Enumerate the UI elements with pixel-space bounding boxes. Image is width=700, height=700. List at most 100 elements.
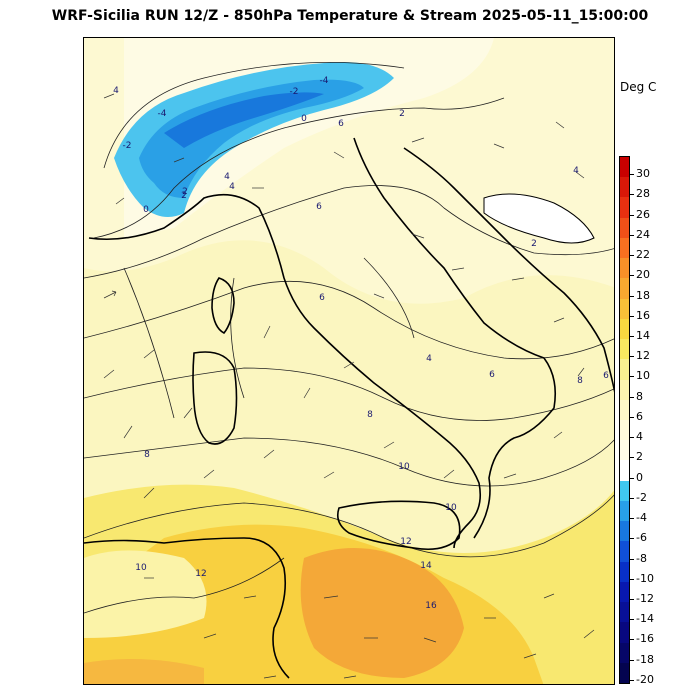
color-scale-label: 2 bbox=[636, 450, 643, 464]
color-scale-segment bbox=[620, 521, 629, 542]
contour-label: 8 bbox=[144, 450, 150, 460]
color-scale-tick bbox=[630, 275, 634, 277]
stream-arrows bbox=[103, 93, 595, 679]
color-scale-tick bbox=[630, 396, 634, 398]
color-scale-tick bbox=[630, 315, 634, 317]
contour-label: 10 bbox=[445, 503, 457, 513]
contour-label: 2 bbox=[182, 187, 188, 197]
color-scale-tick bbox=[630, 497, 634, 499]
color-scale-segment bbox=[620, 157, 629, 178]
color-scale-label: 20 bbox=[636, 268, 650, 282]
color-scale-segment bbox=[620, 581, 629, 603]
unit-label: Deg C bbox=[620, 80, 657, 94]
corsica bbox=[211, 277, 235, 335]
color-scale-segment bbox=[620, 460, 629, 482]
color-scale-label: 12 bbox=[636, 349, 650, 363]
color-scale-label: 8 bbox=[636, 389, 643, 403]
color-scale-label: -14 bbox=[636, 612, 654, 626]
balkan-coast bbox=[403, 147, 614, 393]
field-10to12-west bbox=[84, 550, 207, 638]
color-scale-label: 22 bbox=[636, 248, 650, 262]
color-scale-label: -2 bbox=[636, 490, 647, 504]
contour-label: 0 bbox=[143, 205, 149, 215]
color-scale-tick bbox=[630, 335, 634, 337]
color-scale-tick bbox=[630, 457, 634, 459]
alps-cold-4 bbox=[139, 79, 364, 198]
color-scale-segment bbox=[620, 237, 629, 259]
color-scale-label: -8 bbox=[636, 551, 647, 565]
contour-label: -4 bbox=[158, 109, 167, 119]
color-scale-tick bbox=[630, 234, 634, 236]
color-scale-tick bbox=[630, 194, 634, 196]
color-scale-segment bbox=[620, 339, 629, 360]
color-scale-tick bbox=[630, 619, 634, 621]
color-scale-segment bbox=[620, 298, 629, 320]
color-scale-segment bbox=[620, 217, 629, 239]
contour-label: 4 bbox=[113, 86, 119, 96]
contour-label: -4 bbox=[320, 76, 329, 86]
color-scale-segment bbox=[620, 399, 629, 421]
color-scale-segment bbox=[620, 318, 629, 340]
contour-lines bbox=[84, 62, 614, 614]
color-scale-tick bbox=[630, 558, 634, 560]
contour-label: 16 bbox=[425, 601, 437, 611]
contour-label: 6 bbox=[489, 370, 495, 380]
color-scale-label: 6 bbox=[636, 409, 643, 423]
color-scale-label: 0 bbox=[636, 470, 643, 484]
east-pocket bbox=[483, 193, 595, 244]
contour-label: 4 bbox=[224, 172, 230, 182]
contour-label: 2 bbox=[181, 191, 187, 201]
color-scale-tick bbox=[630, 578, 634, 580]
color-scale-bar bbox=[619, 156, 630, 684]
contour-label: -2 bbox=[290, 87, 299, 97]
color-scale-segment bbox=[620, 500, 629, 522]
color-scale-label: -4 bbox=[636, 511, 647, 525]
color-scale-tick bbox=[630, 174, 634, 176]
color-scale-segment bbox=[620, 359, 629, 381]
contour-label: 2 bbox=[399, 109, 405, 119]
color-scale-label: -20 bbox=[636, 672, 654, 686]
color-scale-segment bbox=[620, 561, 629, 583]
color-scale-segment bbox=[620, 480, 629, 502]
color-scale-label: -12 bbox=[636, 591, 654, 605]
color-scale-tick bbox=[630, 295, 634, 297]
color-scale-tick bbox=[630, 518, 634, 520]
color-scale-segment bbox=[620, 440, 629, 461]
contour-label: 8 bbox=[577, 376, 583, 386]
coastlines bbox=[84, 137, 614, 679]
color-scale-tick bbox=[630, 376, 634, 378]
italy-coast bbox=[88, 137, 557, 549]
color-scale-tick bbox=[630, 679, 634, 681]
color-scale-segment bbox=[620, 420, 629, 441]
color-scale-segment bbox=[620, 278, 629, 300]
contour-label: 4 bbox=[229, 182, 235, 192]
contour-label: 2 bbox=[531, 239, 537, 249]
contour-label: 10 bbox=[135, 563, 147, 573]
contour-label: -2 bbox=[123, 141, 132, 151]
africa-coast bbox=[84, 537, 290, 679]
map-panel: -4 -4 -2 -2 0 0 2 2 2 4 4 4 4 6 6 6 6 6 … bbox=[83, 37, 615, 685]
color-scale-label: -18 bbox=[636, 652, 654, 666]
alps-cold-6 bbox=[164, 92, 324, 148]
color-scale-segment bbox=[620, 662, 629, 684]
color-scale-tick bbox=[630, 538, 634, 540]
sicily bbox=[336, 500, 461, 551]
contour-label-layer: -4 -4 -2 -2 0 0 2 2 2 4 4 4 4 6 6 6 6 6 … bbox=[113, 76, 609, 611]
color-scale-label: 16 bbox=[636, 308, 650, 322]
color-scale-label: 18 bbox=[636, 288, 650, 302]
color-scale-tick bbox=[630, 416, 634, 418]
color-scale-label: -10 bbox=[636, 571, 654, 585]
sardinia bbox=[192, 351, 238, 445]
contour-label: 6 bbox=[338, 119, 344, 129]
contour-label: 4 bbox=[426, 354, 432, 364]
color-scale-label: 4 bbox=[636, 430, 643, 444]
contour-label: 6 bbox=[603, 371, 609, 381]
color-scale-tick bbox=[630, 598, 634, 600]
color-scale-segment bbox=[620, 541, 629, 563]
color-scale-segment bbox=[620, 622, 629, 644]
color-scale-label: 28 bbox=[636, 187, 650, 201]
contour-label: 12 bbox=[400, 537, 411, 547]
color-scale-label: 24 bbox=[636, 227, 650, 241]
color-scale-tick bbox=[630, 659, 634, 661]
contour-label: 0 bbox=[301, 114, 307, 124]
